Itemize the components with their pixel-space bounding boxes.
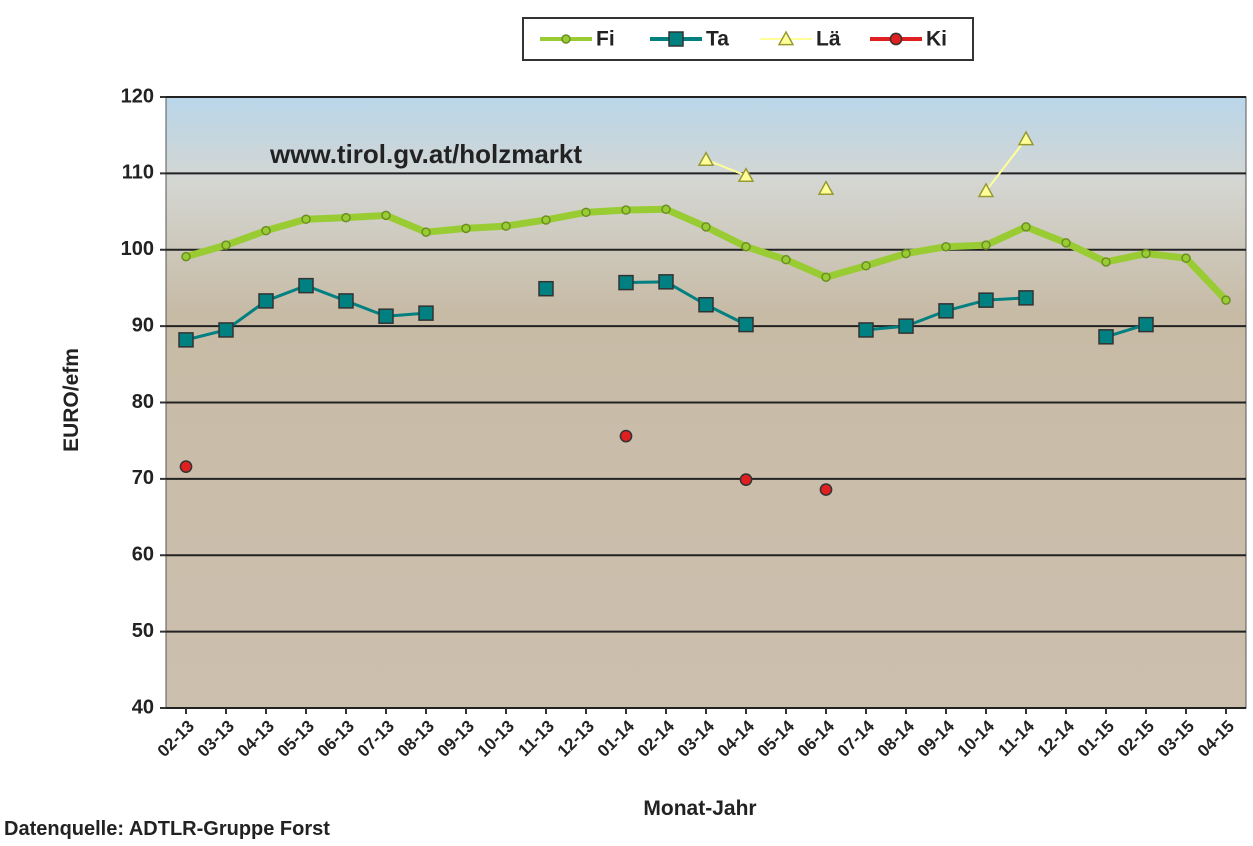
data-point [379,309,393,323]
data-point [979,293,993,307]
data-point [1182,254,1190,262]
data-point [622,206,630,214]
data-point [422,228,430,236]
data-point [939,304,953,318]
data-point [820,484,831,495]
legend-label: Ta [706,28,729,51]
data-point [1222,296,1230,304]
x-tick-label: 08-14 [874,716,919,761]
data-point [582,208,590,216]
data-point [419,306,433,320]
x-tick-label: 05-13 [274,717,318,761]
x-tick-label: 02-13 [154,717,198,761]
data-point [182,253,190,261]
data-point [942,243,950,251]
y-tick-label: 70 [132,467,154,489]
data-point [1099,330,1113,344]
y-tick-label: 100 [121,238,154,260]
annotation: www.tirol.gv.at/holzmarkt [269,139,582,169]
x-tick-label: 06-13 [314,717,358,761]
data-point [859,323,873,337]
x-tick-label: 10-14 [954,716,999,761]
x-tick-label: 12-13 [554,717,598,761]
legend-label: Fi [596,28,615,51]
legend-label: Lä [816,28,841,51]
x-tick-label: 03-13 [194,717,238,761]
data-point [1062,239,1070,247]
y-tick-label: 90 [132,314,154,336]
data-point [982,241,990,249]
y-tick-label: 60 [132,544,154,566]
chart: www.tirol.gv.at/holzmarkt Monat-Jahr EUR… [0,0,1253,841]
x-tick-label: 02-15 [1114,717,1158,761]
data-point [542,216,550,224]
data-point [180,461,191,472]
data-point [502,222,510,230]
data-point [539,282,553,296]
legend-marker [890,33,901,44]
x-tick-label: 12-14 [1034,716,1079,761]
x-tick-label: 10-13 [474,717,518,761]
x-tick-label: 08-13 [394,717,438,761]
data-point [699,298,713,312]
data-point [262,227,270,235]
data-point [299,279,313,293]
data-point [1102,258,1110,266]
data-point [1142,250,1150,258]
y-tick-label: 110 [122,162,154,184]
data-point [1139,318,1153,332]
data-point [862,262,870,270]
data-point [1019,291,1033,305]
y-tick-label: 50 [132,620,154,642]
x-tick-label: 07-14 [834,716,879,761]
x-tick-label: 03-14 [674,716,719,761]
data-point [782,256,790,264]
y-tick-label: 40 [132,696,154,718]
source: Datenquelle: ADTLR-Gruppe Forst [4,818,330,840]
legend-marker [562,35,570,43]
data-point [742,243,750,251]
x-tick-label: 11-14 [994,716,1038,760]
data-point [382,211,390,219]
data-point [662,205,670,213]
x-tick-label: 04-15 [1194,717,1238,761]
x-tick-label: 06-14 [794,716,839,761]
data-point [659,275,673,289]
x-tick-label: 04-14 [714,716,759,761]
data-point [902,250,910,258]
data-point [1022,223,1030,231]
x-tick-label: 01-15 [1074,717,1118,761]
x-tick-label: 03-15 [1154,717,1198,761]
x-tick-label: 05-14 [754,716,799,761]
x-axis-label: Monat-Jahr [643,797,756,820]
data-point [899,319,913,333]
data-point [619,276,633,290]
data-point [222,241,230,249]
x-tick-label: 07-13 [354,717,398,761]
x-tick-label: 09-13 [434,717,478,761]
data-point [462,224,470,232]
data-point [620,431,631,442]
x-tick-label: 04-13 [234,717,278,761]
x-tick-label: 09-14 [914,716,959,761]
x-tick-label: 01-14 [594,716,639,761]
legend-marker [669,32,683,46]
data-point [259,294,273,308]
data-point [179,333,193,347]
x-tick-label: 11-13 [514,717,558,761]
data-point [219,323,233,337]
data-point [339,294,353,308]
y-axis-label: EURO/efm [60,348,83,452]
data-point [702,223,710,231]
data-point [342,214,350,222]
data-point [302,215,310,223]
x-tick-label: 02-14 [634,716,679,761]
data-point [822,273,830,281]
y-tick-label: 120 [121,85,154,107]
y-tick-label: 80 [132,391,154,413]
page: {"chart_data": {"type": "line", "annotat… [0,0,1253,846]
legend-label: Ki [926,28,947,51]
data-point [739,318,753,332]
data-point [740,474,751,485]
